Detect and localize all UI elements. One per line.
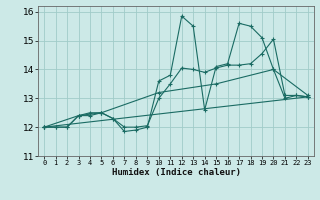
X-axis label: Humidex (Indice chaleur): Humidex (Indice chaleur): [111, 168, 241, 177]
